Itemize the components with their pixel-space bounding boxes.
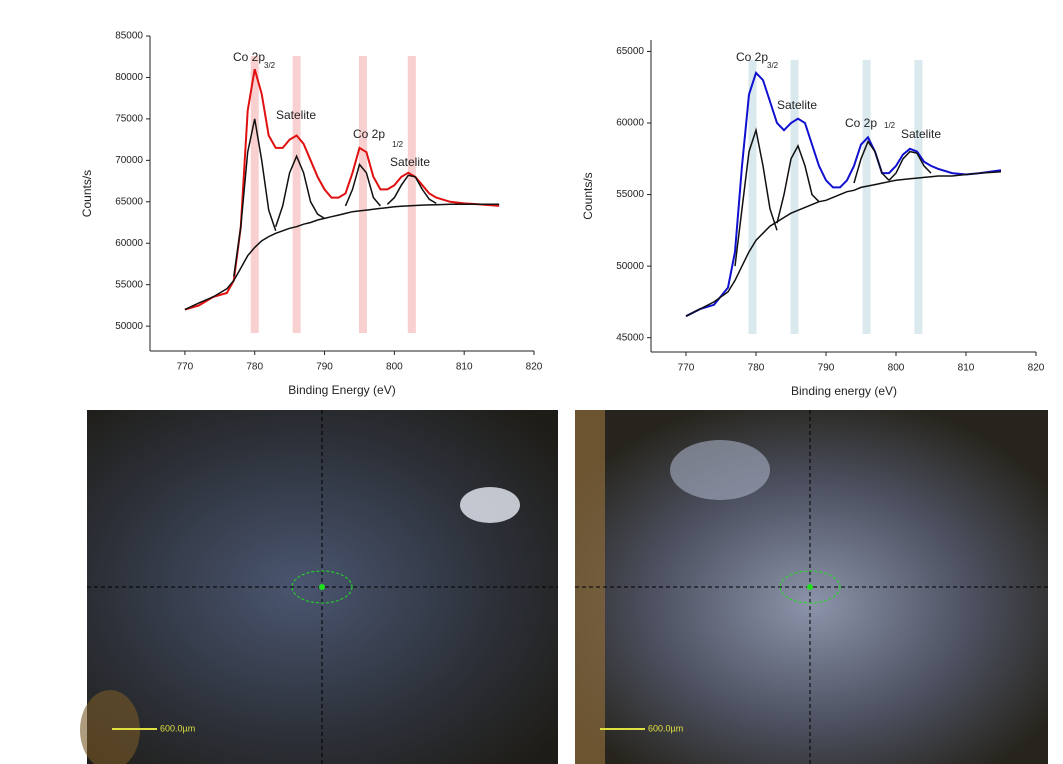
y-tick-label: 65000 [616, 46, 644, 57]
fit-line [184, 203, 500, 311]
peak-annotation: Satelite [276, 108, 316, 122]
peak-annotation: 1/2 [884, 121, 896, 130]
fit-line [685, 170, 1002, 317]
x-tick-label: 820 [526, 362, 543, 373]
highlight-band [292, 56, 301, 333]
x-tick-label: 800 [888, 363, 905, 374]
x-tick-label: 800 [386, 362, 403, 373]
peak-annotation: 3/2 [767, 61, 779, 70]
fit-line [386, 174, 437, 205]
x-tick-label: 790 [818, 363, 835, 374]
peak-annotation: Co 2p [845, 116, 877, 130]
peak-annotation: 1/2 [392, 140, 404, 149]
microscope-image: 600.0µm [575, 410, 1048, 764]
highlight-band [862, 60, 871, 334]
y-tick-label: 50000 [616, 261, 644, 272]
peak-annotation: 3/2 [264, 61, 276, 70]
peak-annotation: Co 2p [736, 50, 768, 64]
highlight-band [790, 60, 799, 334]
peak-annotation: Satelite [777, 98, 817, 112]
peak-annotation: Co 2p [233, 50, 265, 64]
peak-annotation: Satelite [901, 127, 941, 141]
x-tick-label: 780 [748, 363, 765, 374]
fit-line [853, 140, 890, 184]
y-tick-label: 65000 [115, 196, 143, 207]
x-tick-label: 770 [678, 363, 695, 374]
highlight-band [250, 56, 259, 333]
highlight-band [407, 56, 416, 333]
y-tick-label: 50000 [115, 321, 143, 332]
spectrum-line [184, 68, 500, 311]
x-axis-label: Binding energy (eV) [791, 384, 897, 398]
x-tick-label: 820 [1028, 363, 1045, 374]
peak-annotation: Co 2p [353, 127, 385, 141]
y-axis-label: Counts/s [581, 172, 595, 219]
y-tick-label: 60000 [115, 238, 143, 249]
scale-bar-label: 600.0µm [648, 723, 683, 733]
y-axis-label: Counts/s [80, 170, 94, 217]
y-tick-label: 85000 [115, 31, 143, 42]
highlight-band [914, 60, 923, 334]
x-tick-label: 780 [246, 362, 263, 373]
highlight-band [358, 56, 367, 333]
x-tick-label: 810 [958, 363, 975, 374]
y-tick-label: 70000 [115, 155, 143, 166]
microscope-image: 600.0µm [80, 410, 558, 764]
y-tick-label: 60000 [616, 118, 644, 129]
y-tick-label: 55000 [616, 189, 644, 200]
x-tick-label: 810 [456, 362, 473, 373]
x-tick-label: 790 [316, 362, 333, 373]
highlight-band [748, 60, 757, 334]
peak-annotation: Satelite [390, 155, 430, 169]
fit-line [274, 154, 325, 227]
y-tick-label: 80000 [115, 72, 143, 83]
fit-line [734, 127, 778, 267]
fit-line [888, 150, 932, 181]
scale-bar-label: 600.0µm [160, 723, 195, 733]
x-axis-label: Binding Energy (eV) [288, 383, 395, 397]
y-tick-label: 75000 [115, 114, 143, 125]
y-tick-label: 45000 [616, 332, 644, 343]
spectrum-line [685, 71, 1002, 318]
fit-line [344, 162, 381, 207]
y-tick-label: 55000 [115, 279, 143, 290]
fit-line [776, 144, 820, 224]
x-tick-label: 770 [177, 362, 194, 373]
fit-line [233, 118, 277, 277]
